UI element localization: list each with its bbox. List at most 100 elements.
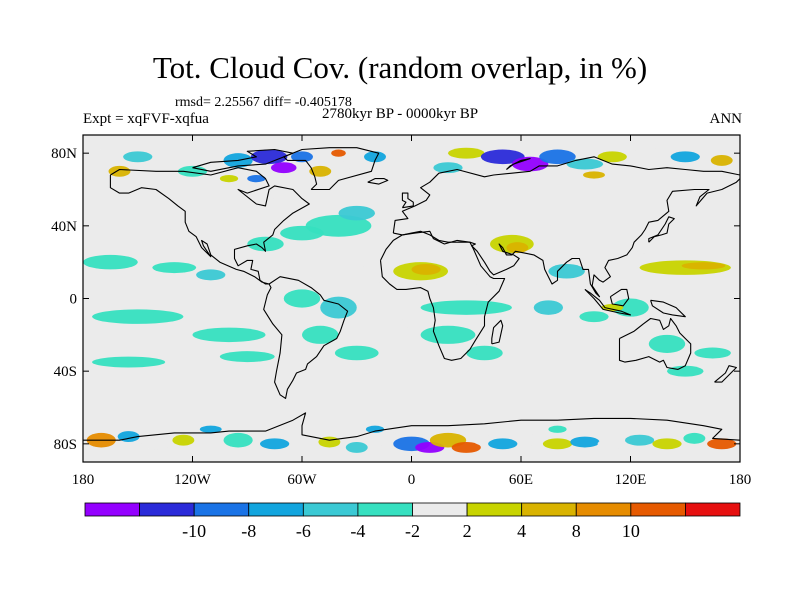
anomaly-field xyxy=(83,147,737,453)
colorbar-swatch xyxy=(521,502,577,517)
anomaly-patch xyxy=(448,147,485,159)
anomaly-patch xyxy=(141,438,171,450)
colorbar-swatch xyxy=(248,502,304,517)
experiment-label: Expt = xqFVF-xqfua xyxy=(83,111,209,127)
lon-tick-label: 60W xyxy=(287,472,317,488)
coast-eurasia xyxy=(392,156,740,234)
anomaly-patch xyxy=(548,425,567,433)
anomaly-patch xyxy=(710,154,733,166)
anomaly-patch xyxy=(378,318,408,334)
anomaly-patch xyxy=(365,425,385,433)
lon-tick-label: 120E xyxy=(615,472,647,488)
anomaly-patch xyxy=(260,438,290,450)
lat-tick-label: 80S xyxy=(54,437,77,453)
anomaly-patch xyxy=(309,165,332,177)
anomaly-patch xyxy=(364,151,386,163)
lon-tick-label: 0 xyxy=(408,472,416,488)
anomaly-patch xyxy=(707,438,737,450)
anomaly-patch xyxy=(466,345,503,361)
anomaly-patch xyxy=(539,149,576,165)
colorbar-swatch xyxy=(302,502,359,517)
anomaly-patch xyxy=(192,327,266,343)
anomaly-patch xyxy=(219,174,239,183)
coastlines xyxy=(83,147,740,441)
coast-indonesia xyxy=(584,288,632,316)
coast-south-america xyxy=(263,276,349,399)
anomaly-patch xyxy=(579,311,609,323)
colorbar-label: 8 xyxy=(572,521,581,541)
colorbar-label: -8 xyxy=(241,521,256,541)
anomaly-patch xyxy=(250,149,288,165)
coast-svalbard-novaya xyxy=(506,158,531,170)
anomaly-patch xyxy=(597,438,627,450)
anomaly-patch xyxy=(667,365,704,377)
coast-nz xyxy=(714,365,737,383)
coast-new-guinea xyxy=(650,299,686,318)
lon-tick-label: 120W xyxy=(174,472,212,488)
anomaly-patch xyxy=(334,345,379,361)
lat-tick-label: 40S xyxy=(54,364,77,380)
colorbar-label: -6 xyxy=(296,521,311,541)
map-background xyxy=(83,135,740,462)
lon-tick-label: 60E xyxy=(509,472,533,488)
anomaly-patch xyxy=(270,162,297,174)
colorbar-label: 2 xyxy=(463,521,472,541)
period-label: 2780kyr BP - 0000kyr BP xyxy=(322,106,479,122)
anomaly-patch xyxy=(345,442,368,453)
anomaly-patch xyxy=(223,432,253,448)
lat-tick-label: 0 xyxy=(70,292,78,308)
coast-africa xyxy=(379,230,506,361)
colorbar-swatch xyxy=(685,502,741,517)
coast-japan xyxy=(648,216,675,243)
colorbar-swatch xyxy=(575,502,632,517)
anomaly-patch xyxy=(634,147,664,159)
anomaly-patch xyxy=(378,278,408,290)
plot-title: Tot. Cloud Cov. (random overlap, in %) xyxy=(152,50,648,85)
coast-antarctica xyxy=(83,412,740,441)
coast-north-america xyxy=(109,167,310,285)
anomaly-patch xyxy=(548,263,585,279)
anomaly-patch xyxy=(320,296,357,319)
anomaly-patch xyxy=(451,442,481,453)
coast-iceland xyxy=(367,178,389,185)
anomaly-patch xyxy=(601,303,624,312)
anomaly-patch xyxy=(469,283,500,295)
anomaly-patch xyxy=(247,174,266,183)
anomaly-patch xyxy=(342,158,372,170)
lon-tick-label: 180 xyxy=(729,472,752,488)
anomaly-patch xyxy=(338,205,375,221)
anomaly-patch xyxy=(291,442,313,453)
anomaly-patch xyxy=(199,425,222,433)
anomaly-patch xyxy=(183,213,202,221)
anomaly-patch xyxy=(411,263,441,275)
anomaly-patch xyxy=(488,438,518,450)
anomaly-patch xyxy=(291,151,313,163)
anomaly-patch xyxy=(345,265,368,277)
colorbar-label: -10 xyxy=(182,521,206,541)
anomaly-patch xyxy=(681,262,726,270)
anomaly-patch xyxy=(625,434,655,446)
anomaly-patch xyxy=(433,227,463,243)
coast-borneo xyxy=(609,288,630,307)
coast-asia-east xyxy=(393,178,740,298)
coast-arctic-islands xyxy=(192,148,294,172)
season-label: ANN xyxy=(709,111,743,127)
anomaly-patch xyxy=(683,432,706,444)
anomaly-patch xyxy=(480,149,525,165)
coast-uk xyxy=(401,192,414,209)
anomaly-patch xyxy=(283,289,321,308)
colorbar: -10 -8 -6 -4 -2 2 4 8 10 xyxy=(84,502,741,541)
stats-label: rmsd= 2.25567 diff= -0.405178 xyxy=(175,95,352,110)
anomaly-patch xyxy=(542,438,573,450)
anomaly-patch xyxy=(566,158,604,170)
anomaly-patch xyxy=(648,334,686,353)
colorbar-swatch xyxy=(139,502,195,517)
anomaly-patch xyxy=(420,325,476,344)
colorbar-swatch xyxy=(84,502,140,517)
anomaly-patch xyxy=(108,165,131,177)
anomaly-patch xyxy=(570,436,600,448)
anomaly-patch xyxy=(92,149,111,157)
anomaly-patch xyxy=(506,242,529,254)
anomaly-patch xyxy=(92,309,184,324)
lon-tick-label: 180 xyxy=(72,472,95,488)
